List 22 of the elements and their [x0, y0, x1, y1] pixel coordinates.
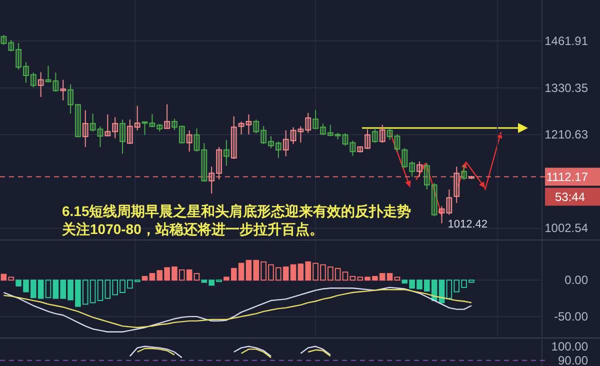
annotation: 6.15短线周期早晨之星和头肩底形态迎来有效的反扑走势 — [62, 203, 412, 219]
bar — [438, 280, 445, 304]
annotation: 关注1070-80，站稳还将进一步拉升百点。 — [61, 221, 324, 237]
y-tick-label: 1002.54 — [544, 221, 588, 236]
ref-line-label: 1112.17 — [546, 170, 588, 184]
bar — [290, 264, 296, 281]
bar — [394, 276, 400, 281]
text: 53:44 — [554, 190, 586, 204]
y-tick-label: -50.00 — [554, 310, 588, 324]
annotation: 1012.42 — [448, 218, 488, 230]
y-tick-label: 1461.91 — [544, 34, 588, 48]
y-tick-label: 100.00 — [551, 339, 588, 354]
y-tick-label: 90.00 — [558, 353, 588, 366]
y-tick-label: 1210.63 — [544, 128, 588, 142]
y-tick-label: 1330.35 — [544, 80, 588, 95]
bar — [45, 280, 52, 298]
y-tick-label: 0.00 — [564, 273, 588, 288]
bar — [97, 280, 104, 302]
bar — [342, 272, 348, 281]
bar — [194, 273, 200, 281]
bar — [246, 260, 252, 281]
bar — [142, 276, 148, 281]
